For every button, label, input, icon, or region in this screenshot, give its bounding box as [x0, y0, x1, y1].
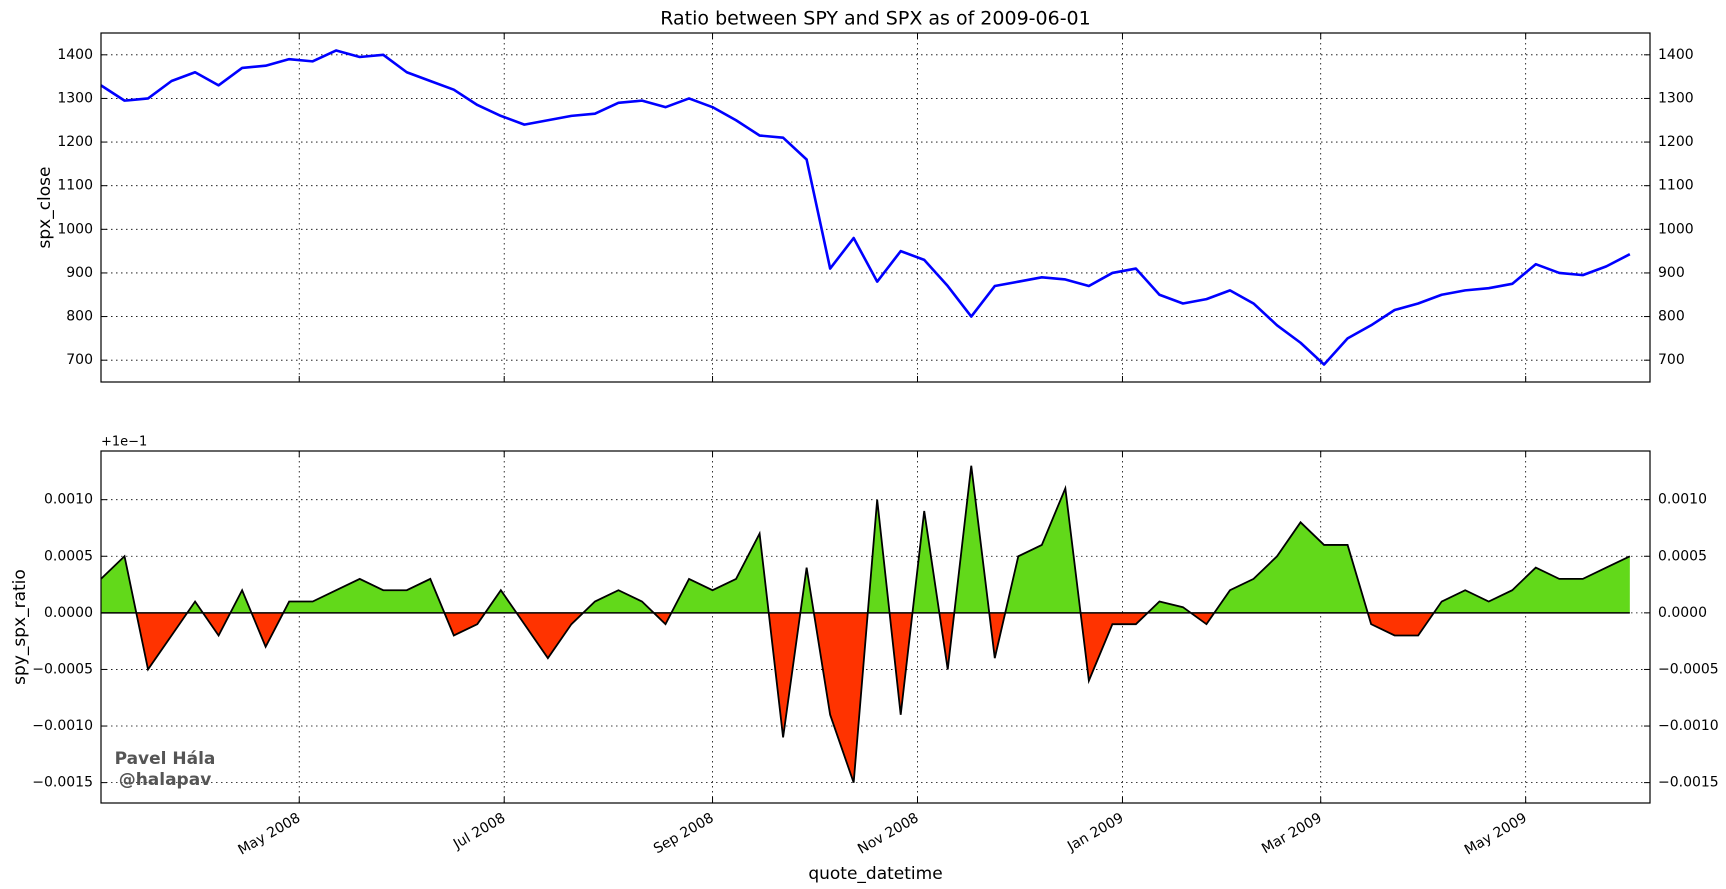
x-tick-label: Mar 2009: [1259, 810, 1325, 857]
x-tick-label: May 2009: [1462, 810, 1530, 858]
y-tick-label: 1200: [57, 134, 93, 150]
y-tick-label: 1000: [57, 221, 93, 237]
y-tick-label-right: 0.0000: [1658, 605, 1707, 621]
y-tick-label-right: 0.0005: [1658, 548, 1707, 564]
y-tick-label-right: −0.0010: [1658, 718, 1719, 734]
x-tick-label: Nov 2008: [855, 810, 921, 858]
x-tick-label: May 2008: [235, 810, 303, 858]
y-tick-label: 0.0010: [44, 492, 93, 508]
x-tick-label: Sep 2008: [651, 810, 717, 857]
x-tick-label: Jan 2009: [1064, 810, 1126, 855]
y-tick-label: 1100: [57, 178, 93, 194]
negative-area: [136, 612, 1434, 783]
y-tick-label-right: 1400: [1658, 47, 1694, 63]
plot-frame: [100, 32, 1651, 383]
y-tick-label-right: 700: [1658, 352, 1685, 368]
watermark: Pavel Hála: [115, 749, 216, 769]
y-tick-label-right: −0.0005: [1658, 661, 1719, 677]
y-axis-label: spx_close: [35, 167, 55, 249]
y-tick-label-right: 0.0010: [1658, 492, 1707, 508]
watermark: @halapav: [119, 770, 212, 790]
ratio-line: [100, 465, 1631, 783]
x-axis-label: quote_datetime: [808, 864, 942, 884]
y-tick-label: 900: [66, 265, 93, 281]
positive-area: [101, 465, 1630, 613]
y-tick-label: 0.0005: [44, 548, 93, 564]
x-tick-label: Jul 2008: [450, 810, 508, 853]
y-tick-label: 1400: [57, 47, 93, 63]
y-tick-label-right: 1100: [1658, 178, 1694, 194]
y-tick-label-right: 1200: [1658, 134, 1694, 150]
y-tick-label: 700: [66, 352, 93, 368]
y-tick-label: 0.0000: [44, 605, 93, 621]
offset-text: +1e−1: [101, 435, 147, 450]
y-axis-label: spy_spx_ratio: [10, 569, 30, 685]
y-tick-label-right: −0.0015: [1658, 775, 1719, 791]
y-tick-label: 800: [66, 309, 93, 325]
y-tick-label-right: 900: [1658, 265, 1685, 281]
y-tick-label: −0.0010: [32, 718, 93, 734]
y-tick-label: −0.0005: [32, 661, 93, 677]
y-tick-label-right: 1300: [1658, 90, 1694, 106]
y-tick-label-right: 1000: [1658, 221, 1694, 237]
price-line: [100, 49, 1631, 366]
y-tick-label: 1300: [57, 90, 93, 106]
y-tick-label-right: 800: [1658, 309, 1685, 325]
plot-frame: [100, 450, 1651, 804]
chart-title: Ratio between SPY and SPX as of 2009-06-…: [660, 8, 1090, 30]
y-tick-label: −0.0015: [32, 775, 93, 791]
